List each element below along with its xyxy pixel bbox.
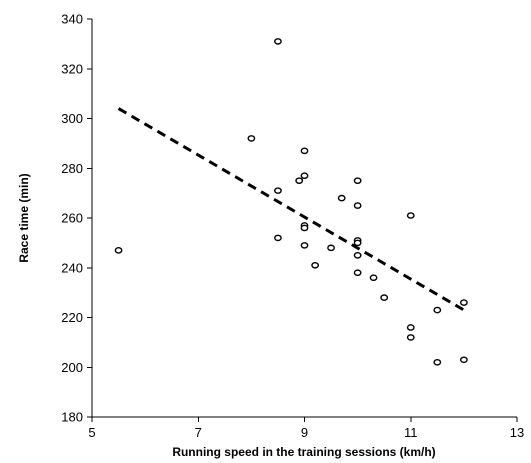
data-point (300, 242, 309, 249)
data-point (353, 269, 362, 277)
data-point (459, 356, 468, 364)
data-point (353, 202, 362, 209)
data-point (274, 38, 282, 45)
y-tick-label: 280 (61, 161, 83, 176)
data-point (380, 294, 389, 301)
data-point (353, 252, 362, 259)
data-point (353, 177, 362, 184)
y-tick-label: 320 (61, 61, 83, 76)
data-point (433, 306, 442, 314)
data-point (300, 147, 309, 155)
data-point (300, 172, 309, 180)
data-point (369, 274, 378, 282)
x-tick-label: 13 (510, 425, 524, 440)
y-tick-label: 300 (61, 111, 83, 126)
data-point (274, 187, 282, 194)
trendline (117, 107, 465, 312)
trendline-layer (117, 107, 465, 312)
y-tick-label: 220 (61, 310, 83, 325)
y-tick-label: 240 (61, 260, 83, 275)
y-tick-label: 200 (61, 360, 83, 375)
x-tick-label: 9 (301, 425, 308, 440)
data-point (247, 135, 256, 142)
axes: 180 200 220 240 260 280 300 320 340 5 7 9 11 13 (61, 12, 524, 441)
data-point (459, 299, 468, 306)
data-point (114, 247, 123, 254)
x-tick-label: 7 (195, 425, 202, 440)
data-points (114, 38, 468, 366)
data-point (337, 194, 346, 202)
data-point (274, 234, 282, 242)
data-point (433, 358, 442, 366)
data-point (311, 261, 320, 269)
data-point (295, 177, 304, 184)
x-tick-label: 11 (404, 425, 418, 440)
y-tick-label: 340 (61, 12, 83, 27)
y-tick-label: 180 (61, 410, 83, 425)
data-point (327, 244, 335, 252)
data-point (406, 324, 415, 331)
x-axis-title: Running speed in the training sessions (… (172, 445, 435, 459)
y-tick-label: 260 (61, 211, 83, 226)
y-axis-title: Race time (min) (17, 173, 31, 262)
data-point (406, 212, 415, 219)
data-point (300, 224, 309, 232)
data-point (353, 239, 362, 247)
data-point (406, 334, 415, 341)
x-tick-label: 5 (88, 425, 95, 440)
